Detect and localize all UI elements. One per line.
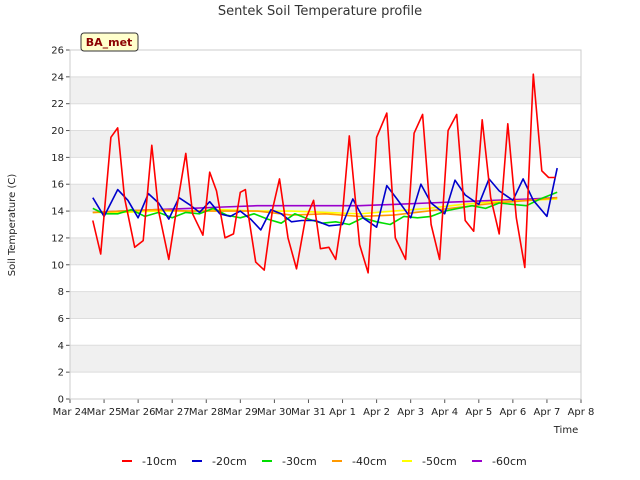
grid-band: [70, 291, 581, 319]
legend-label: -10cm: [142, 455, 177, 468]
x-tick-label: Apr 2: [363, 407, 390, 418]
series-line-minus-20cm: [92, 167, 558, 231]
y-tick-label: 24: [51, 72, 64, 83]
chart-title: Sentek Soil Temperature profile: [218, 4, 422, 19]
grid-band: [70, 345, 581, 373]
x-tick-label: Apr 6: [499, 407, 526, 418]
series-line-minus-40cm: [92, 196, 558, 218]
y-tick-label: 0: [58, 395, 64, 406]
y-tick-label: 14: [51, 207, 64, 218]
grid-band: [70, 264, 581, 292]
x-tick-label: Mar 28: [189, 407, 224, 418]
badge: BA_met: [80, 32, 139, 52]
plot-frame: [69, 49, 582, 400]
series-lines: [92, 73, 558, 274]
series-line-minus-60cm: [92, 196, 558, 214]
x-tick-label: Mar 27: [155, 407, 190, 418]
grid-band: [70, 184, 581, 212]
badge-label: BA_met: [86, 36, 133, 49]
y-axis-label: Soil Temperature (C): [7, 174, 18, 277]
legend-label: -60cm: [492, 455, 527, 468]
x-tick-label: Apr 3: [397, 407, 424, 418]
badge-box: [80, 32, 139, 52]
grid-band: [70, 76, 581, 104]
grid-band: [70, 318, 581, 346]
y-tick-label: 18: [51, 153, 64, 164]
x-tick-label: Mar 25: [87, 407, 122, 418]
x-axis-ticks: Mar 24 Mar 25 Mar 26 Mar 27 Mar 28 Mar 29 Mar …: [53, 399, 595, 418]
x-axis-label: Time: [553, 425, 578, 436]
x-tick-label: Mar 31: [291, 407, 326, 418]
y-tick-label: 6: [58, 314, 64, 325]
y-tick-label: 16: [51, 180, 64, 191]
x-tick-label: Mar 24: [53, 407, 88, 418]
y-tick-label: 10: [51, 260, 64, 271]
x-tick-label: Mar 26: [121, 407, 156, 418]
y-tick-label: 26: [51, 46, 64, 57]
y-tick-label: 22: [51, 99, 64, 110]
legend-label: -40cm: [352, 455, 387, 468]
y-tick-label: 20: [51, 126, 64, 137]
grid-band: [70, 237, 581, 265]
x-tick-label: Apr 8: [568, 407, 595, 418]
x-tick-label: Apr 5: [465, 407, 492, 418]
x-tick-label: Apr 1: [329, 407, 356, 418]
series-line-minus-50cm: [92, 198, 558, 215]
y-tick-label: 2: [58, 368, 64, 379]
x-tick-label: Apr 7: [534, 407, 561, 418]
y-tick-label: 4: [58, 341, 64, 352]
x-tick-label: Mar 30: [257, 407, 292, 418]
legend-label: -20cm: [212, 455, 247, 468]
grid-band: [70, 103, 581, 131]
legend: -10cm -20cm -30cm -40cm -50cm -60cm: [122, 455, 527, 468]
grid-band: [70, 130, 581, 158]
grid-band: [70, 50, 581, 77]
legend-label: -30cm: [282, 455, 317, 468]
y-tick-label: 12: [51, 233, 64, 244]
x-tick-label: Apr 4: [431, 407, 458, 418]
y-tick-label: 8: [58, 287, 64, 298]
x-tick-label: Mar 29: [223, 407, 258, 418]
grid-band: [70, 372, 581, 399]
legend-label: -50cm: [422, 455, 457, 468]
series-line-minus-10cm: [92, 73, 556, 274]
